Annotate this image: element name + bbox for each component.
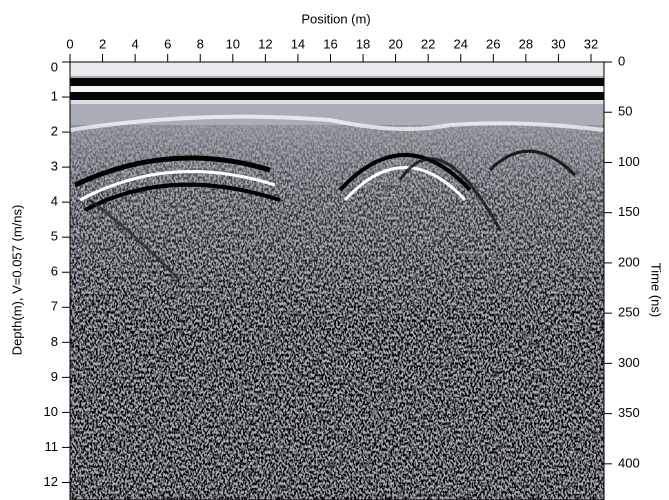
x-tick-label: 20 (388, 36, 402, 51)
x-axis-title: Position (m) (301, 11, 370, 26)
y-tick-label: 2 (51, 124, 58, 139)
plot-frame (69, 61, 605, 500)
y-tick-label: 0 (51, 59, 58, 74)
y2-tick-label: 50 (618, 104, 632, 119)
y-tick-label: 1 (51, 88, 58, 103)
y-tick-label: 12 (44, 474, 58, 489)
y2-axis-title: Time (ns) (649, 263, 664, 317)
x-tick-label: 26 (486, 36, 500, 51)
y2-tick-label: 0 (618, 53, 625, 68)
x-tick-label: 16 (323, 36, 337, 51)
radar-image (70, 62, 604, 500)
y-tick-label: 6 (51, 264, 58, 279)
y-tick-label: 10 (44, 404, 58, 419)
y2-tick-label: 350 (618, 405, 640, 420)
y2-tick-label: 200 (618, 254, 640, 269)
x-tick-label: 32 (584, 36, 598, 51)
x-tick-label: 2 (99, 36, 106, 51)
y2-tick-label: 100 (618, 154, 640, 169)
y2-tick-label: 250 (618, 305, 640, 320)
y2-tick-label: 150 (618, 204, 640, 219)
y-tick-label: 9 (51, 369, 58, 384)
y2-tick-label: 300 (618, 355, 640, 370)
x-tick-label: 10 (226, 36, 240, 51)
x-tick-label: 6 (164, 36, 171, 51)
x-tick-label: 12 (258, 36, 272, 51)
x-tick-label: 24 (453, 36, 467, 51)
x-tick-label: 0 (66, 36, 73, 51)
x-tick-label: 28 (519, 36, 533, 51)
y-tick-label: 11 (45, 439, 59, 454)
y-tick-label: 5 (51, 229, 58, 244)
y-axis-title: Depth(m), V=0.057 (m/ns) (9, 205, 24, 356)
y-tick-label: 7 (51, 299, 58, 314)
y2-tick-label: 400 (618, 455, 640, 470)
x-tick-label: 22 (421, 36, 435, 51)
y-tick-label: 3 (51, 159, 58, 174)
y-tick-label: 8 (51, 334, 58, 349)
y-tick-label: 4 (51, 194, 58, 209)
x-tick-label: 8 (197, 36, 204, 51)
x-tick-label: 14 (291, 36, 305, 51)
x-tick-label: 18 (356, 36, 370, 51)
x-tick-label: 30 (551, 36, 565, 51)
x-tick-label: 4 (132, 36, 139, 51)
